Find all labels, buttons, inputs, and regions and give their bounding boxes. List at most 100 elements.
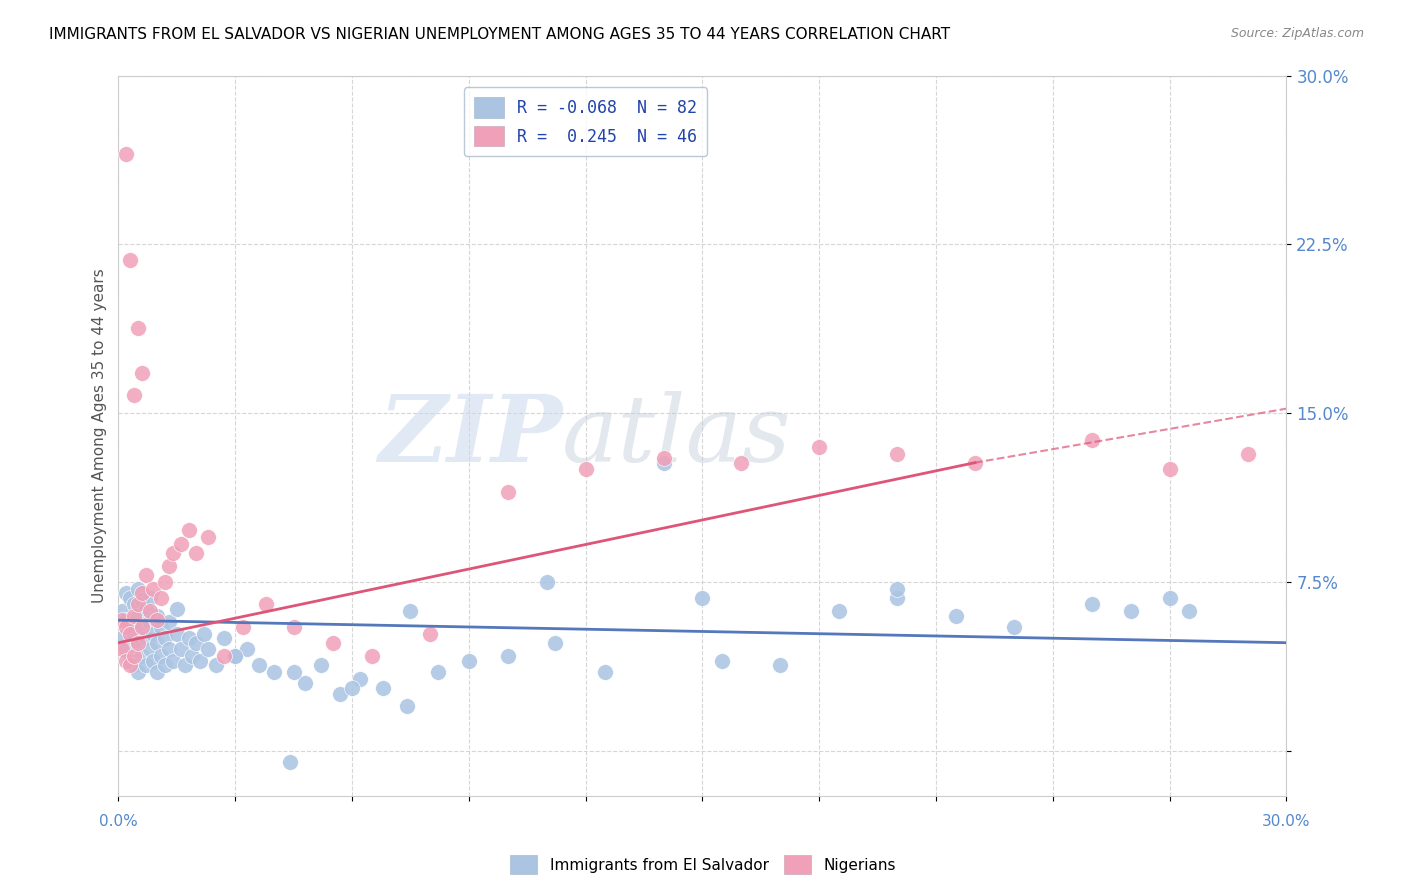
Point — [150, 620, 173, 634]
Point — [536, 574, 558, 589]
Point — [111, 642, 134, 657]
Point — [157, 615, 180, 630]
Point — [710, 654, 733, 668]
Point — [1002, 620, 1025, 634]
Text: atlas: atlas — [562, 391, 792, 481]
Point — [138, 642, 160, 657]
Point — [111, 604, 134, 618]
Point — [496, 649, 519, 664]
Point — [111, 613, 134, 627]
Point — [153, 631, 176, 645]
Point — [963, 456, 986, 470]
Point — [153, 574, 176, 589]
Point — [426, 665, 449, 679]
Point — [1236, 447, 1258, 461]
Point — [142, 582, 165, 596]
Point — [120, 591, 142, 605]
Point — [360, 649, 382, 664]
Point — [122, 388, 145, 402]
Point — [186, 636, 208, 650]
Point — [150, 591, 173, 605]
Point — [652, 456, 675, 470]
Point — [122, 626, 145, 640]
Point — [1119, 604, 1142, 618]
Point — [808, 440, 831, 454]
Point — [197, 530, 219, 544]
Point — [150, 649, 173, 664]
Point — [496, 484, 519, 499]
Point — [146, 665, 169, 679]
Point — [212, 631, 235, 645]
Point — [395, 698, 418, 713]
Point — [131, 620, 153, 634]
Point — [131, 366, 153, 380]
Point — [232, 620, 254, 634]
Point — [730, 456, 752, 470]
Text: IMMIGRANTS FROM EL SALVADOR VS NIGERIAN UNEMPLOYMENT AMONG AGES 35 TO 44 YEARS C: IMMIGRANTS FROM EL SALVADOR VS NIGERIAN … — [49, 27, 950, 42]
Point — [138, 615, 160, 630]
Point — [138, 591, 160, 605]
Point — [162, 654, 184, 668]
Point — [127, 320, 149, 334]
Point — [204, 658, 226, 673]
Point — [177, 631, 200, 645]
Point — [247, 658, 270, 673]
Point — [263, 665, 285, 679]
Point — [283, 665, 305, 679]
Point — [127, 636, 149, 650]
Point — [886, 447, 908, 461]
Point — [457, 654, 479, 668]
Point — [142, 626, 165, 640]
Point — [193, 626, 215, 640]
Point — [322, 636, 344, 650]
Point — [157, 559, 180, 574]
Point — [131, 620, 153, 634]
Point — [122, 649, 145, 664]
Point — [122, 658, 145, 673]
Point — [120, 253, 142, 268]
Point — [309, 658, 332, 673]
Point — [399, 604, 422, 618]
Point — [166, 626, 188, 640]
Legend: Immigrants from El Salvador, Nigerians: Immigrants from El Salvador, Nigerians — [503, 849, 903, 880]
Point — [157, 642, 180, 657]
Point — [652, 451, 675, 466]
Point — [127, 636, 149, 650]
Point — [162, 546, 184, 560]
Point — [127, 608, 149, 623]
Point — [115, 147, 138, 161]
Point — [1159, 591, 1181, 605]
Point — [575, 462, 598, 476]
Point — [173, 658, 195, 673]
Point — [373, 681, 395, 695]
Point — [127, 582, 149, 596]
Point — [115, 654, 138, 668]
Point — [236, 642, 259, 657]
Point — [1159, 462, 1181, 476]
Point — [131, 593, 153, 607]
Point — [212, 649, 235, 664]
Point — [135, 568, 157, 582]
Point — [224, 649, 246, 664]
Text: Source: ZipAtlas.com: Source: ZipAtlas.com — [1230, 27, 1364, 40]
Point — [111, 631, 134, 645]
Point — [181, 649, 204, 664]
Point — [153, 658, 176, 673]
Point — [283, 620, 305, 634]
Point — [1081, 598, 1104, 612]
Point — [142, 654, 165, 668]
Point — [177, 523, 200, 537]
Point — [115, 642, 138, 657]
Point — [115, 586, 138, 600]
Point — [543, 636, 565, 650]
Point — [593, 665, 616, 679]
Point — [186, 546, 208, 560]
Point — [135, 602, 157, 616]
Point — [127, 665, 149, 679]
Point — [329, 688, 352, 702]
Point — [138, 604, 160, 618]
Point — [294, 676, 316, 690]
Point — [115, 620, 138, 634]
Point — [692, 591, 714, 605]
Point — [419, 626, 441, 640]
